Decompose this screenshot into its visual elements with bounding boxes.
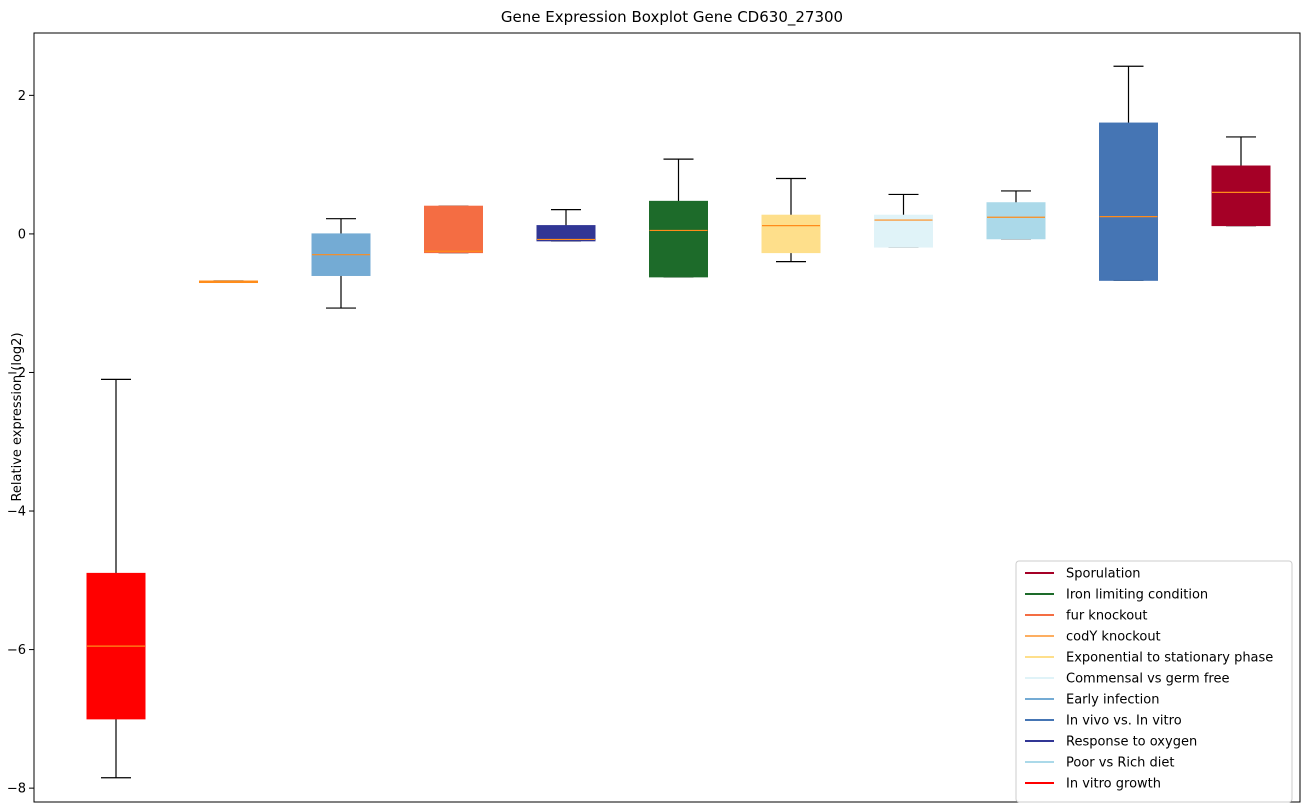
- box-body: [761, 214, 821, 254]
- box-9: [986, 190, 1046, 240]
- box-10: [1099, 65, 1158, 281]
- box-body: [649, 200, 708, 278]
- chart-title: Gene Expression Boxplot Gene CD630_27300: [501, 8, 843, 27]
- legend-item: Commensal vs germ free: [1025, 672, 1229, 687]
- legend-item: In vitro growth: [1025, 777, 1161, 792]
- legend-item: Poor vs Rich diet: [1025, 756, 1174, 771]
- legend-label: In vivo vs. In vitro: [1066, 714, 1182, 729]
- box-3: [311, 218, 371, 309]
- legend-item: Sporulation: [1025, 567, 1141, 582]
- box-body: [424, 205, 483, 254]
- y-tick-label: −6: [7, 643, 26, 658]
- legend-label: Commensal vs germ free: [1066, 672, 1229, 687]
- legend-label: Poor vs Rich diet: [1066, 756, 1174, 771]
- box-2: [199, 280, 258, 284]
- box-body: [986, 202, 1046, 240]
- legend-label: codY knockout: [1066, 630, 1161, 645]
- legend-label: Early infection: [1066, 693, 1159, 708]
- y-tick-label: −8: [7, 782, 26, 797]
- legend-label: In vitro growth: [1066, 777, 1161, 792]
- box-1: [86, 378, 146, 779]
- y-tick-label: 0: [18, 227, 26, 242]
- plot-frame: [33, 32, 1301, 803]
- box-5: [536, 209, 596, 242]
- box-body: [1099, 122, 1158, 281]
- legend-item: Exponential to stationary phase: [1025, 651, 1273, 666]
- legend-label: Iron limiting condition: [1066, 588, 1208, 603]
- box-6: [649, 158, 708, 278]
- box-7: [761, 177, 821, 263]
- y-tick-label: −4: [7, 505, 26, 520]
- box-body: [1211, 165, 1271, 227]
- legend-item: codY knockout: [1025, 630, 1161, 645]
- box-8: [874, 193, 933, 248]
- legend-item: Early infection: [1025, 693, 1159, 708]
- y-axis-ticks: 2 0 −2 −4 −6 −8: [7, 89, 34, 797]
- box-11: [1211, 136, 1271, 227]
- legend-label: Exponential to stationary phase: [1066, 651, 1273, 666]
- box-4: [424, 205, 483, 254]
- y-tick-label: −2: [7, 366, 26, 381]
- legend-frame: [1015, 560, 1293, 803]
- box-group: [86, 65, 1271, 779]
- legend-label: Response to oxygen: [1066, 735, 1197, 750]
- legend-label: fur knockout: [1066, 609, 1148, 624]
- legend: Sporulation Iron limiting condition fur kn…: [1015, 560, 1293, 803]
- legend-item: fur knockout: [1025, 609, 1148, 624]
- legend-item: Response to oxygen: [1025, 735, 1197, 750]
- legend-label: Sporulation: [1066, 567, 1141, 582]
- legend-item: In vivo vs. In vitro: [1025, 714, 1182, 729]
- box-body: [536, 225, 596, 242]
- y-axis-label: Relative expression (log2): [10, 332, 25, 501]
- legend-item: Iron limiting condition: [1025, 588, 1208, 603]
- y-tick-label: 2: [18, 89, 26, 104]
